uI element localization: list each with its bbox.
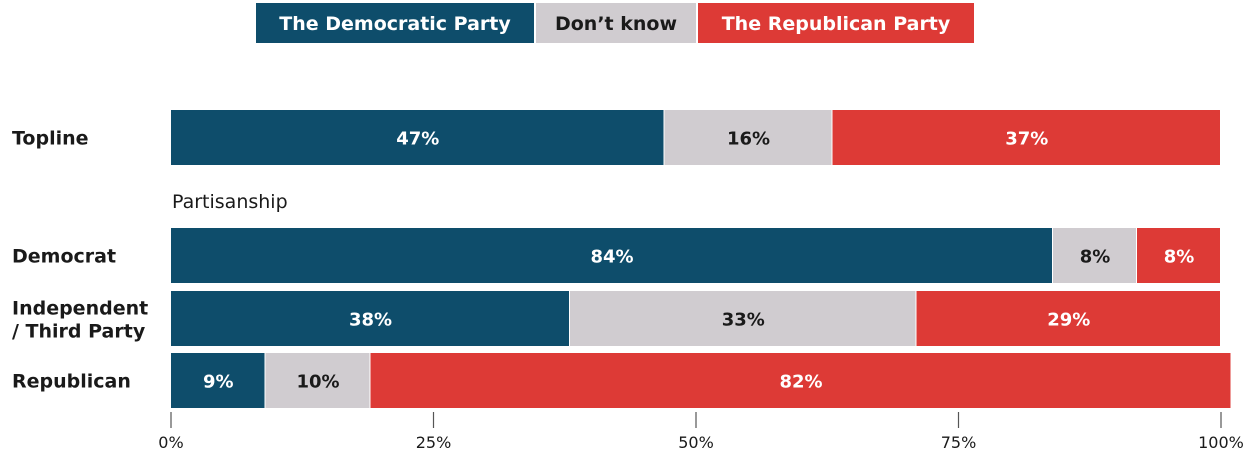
legend-label-the-democratic-party: The Democratic Party [279,13,511,35]
legend-label-don-t-know: Don’t know [555,13,677,35]
category-label-topline: Topline [12,128,89,150]
value-label-republican-don-t-know: 10% [296,372,339,393]
bar-independent-third-party-the-democratic-party [171,291,569,346]
value-label-topline-don-t-know: 16% [727,129,770,150]
category-label-independent-third-party: Independent / Third Party [12,298,148,343]
legend: The Democratic Party Don’t know The Republ… [256,3,974,43]
value-label-republican-the-republican-party: 82% [779,372,822,393]
bars: 47% 16% 37% 84% 8% 8% 38% 33% 29% 9% 10% 82% [171,110,1231,408]
legend-swatch-don-t-know [536,3,696,43]
bar-republican-don-t-know [265,353,370,408]
value-label-republican-the-democratic-party: 9% [203,372,234,393]
tick-label: 100% [1198,433,1244,452]
bar-topline-don-t-know [664,110,832,165]
x-axis: 0% 25% 50% 75% 100% [158,412,1244,452]
group-label-partisanship: Partisanship [172,191,288,213]
bar-topline-the-republican-party [832,110,1220,165]
bar-democrat-don-t-know [1053,228,1136,283]
value-label-democrat-don-t-know: 8% [1080,247,1111,268]
value-label-independent-third-party-don-t-know: 33% [722,310,765,331]
bar-republican-the-democratic-party [171,353,265,408]
bar-independent-third-party-don-t-know [570,291,916,346]
bar-independent-third-party-the-republican-party [916,291,1220,346]
legend-swatch-the-democratic-party [256,3,534,43]
value-label-topline-the-democratic-party: 47% [396,129,439,150]
bar-republican-the-republican-party [370,353,1231,408]
value-label-independent-third-party-the-republican-party: 29% [1047,310,1090,331]
category-label-democrat: Democrat [12,246,116,268]
legend-swatch-the-republican-party [698,3,974,43]
value-label-democrat-the-democratic-party: 84% [590,247,633,268]
value-label-topline-the-republican-party: 37% [1005,129,1048,150]
bar-topline-the-democratic-party [171,110,664,165]
tick-label: 25% [416,433,452,452]
category-labels: Topline Democrat Independent / Third Party R… [12,128,288,393]
value-label-democrat-the-republican-party: 8% [1164,247,1195,268]
bar-democrat-the-democratic-party [171,228,1052,283]
tick-label: 50% [678,433,714,452]
category-label-republican: Republican [12,371,131,393]
bar-democrat-the-republican-party [1137,228,1220,283]
legend-label-the-republican-party: The Republican Party [722,13,951,35]
tick-label: 0% [158,433,183,452]
tick-label: 75% [941,433,977,452]
value-label-independent-third-party-the-democratic-party: 38% [349,310,392,331]
